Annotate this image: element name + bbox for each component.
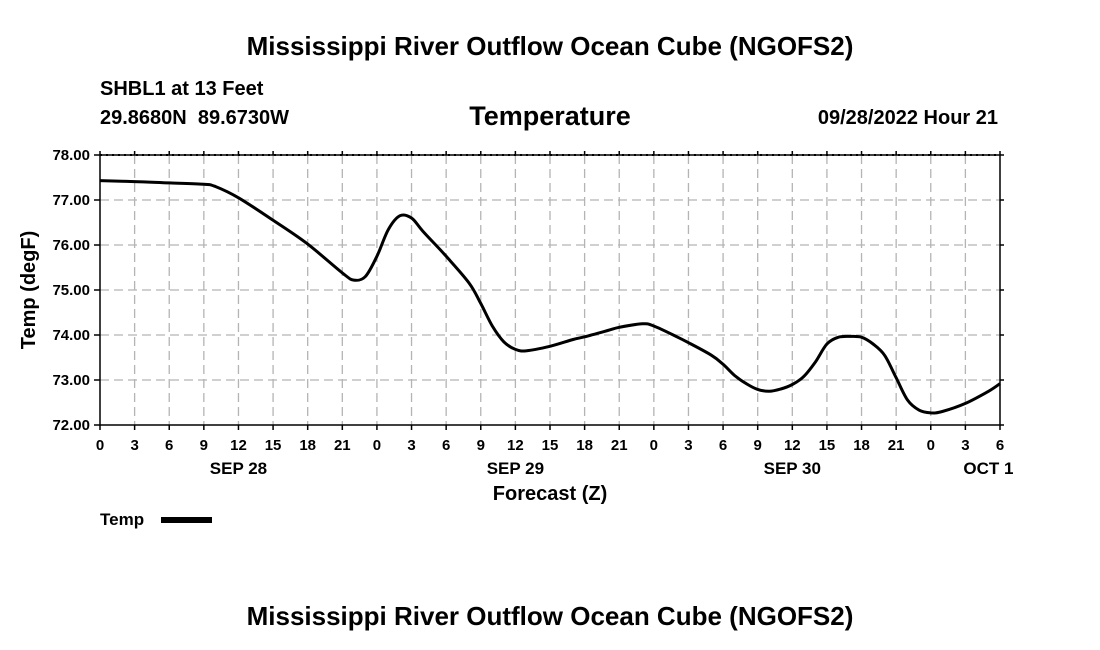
x-tick-label: 12 xyxy=(784,437,801,454)
x-tick-label: 6 xyxy=(719,437,727,454)
x-tick-label: 6 xyxy=(442,437,450,454)
y-axis-label: Temp (degF) xyxy=(18,231,40,350)
x-tick-label: 3 xyxy=(684,437,692,454)
x-tick-label: 21 xyxy=(611,437,628,454)
temp-series-line xyxy=(99,179,1001,415)
x-tick-label: 6 xyxy=(996,437,1004,454)
x-tick-label: 3 xyxy=(961,437,969,454)
x-tick-label: 15 xyxy=(265,437,282,454)
legend-temp-label: Temp xyxy=(100,510,144,529)
y-tick-label: 73.00 xyxy=(52,372,90,389)
x-tick-label: 0 xyxy=(650,437,658,454)
x-tick-label: 9 xyxy=(477,437,485,454)
date-label: OCT 1 xyxy=(963,459,1013,478)
x-tick-label: 0 xyxy=(373,437,381,454)
x-tick-label: 21 xyxy=(334,437,351,454)
x-tick-label: 12 xyxy=(507,437,524,454)
y-tick-label: 75.00 xyxy=(52,282,90,299)
page-title: Mississippi River Outflow Ocean Cube (NG… xyxy=(247,31,854,61)
y-tick-label: 78.00 xyxy=(52,147,90,164)
x-tick-label: 0 xyxy=(96,437,104,454)
date-labels: SEP 28 SEP 29 SEP 30 OCT 1 xyxy=(210,459,1014,478)
timestamp-label: 09/28/2022 Hour 21 xyxy=(818,107,998,129)
x-tick-label: 0 xyxy=(927,437,935,454)
x-tick-label: 18 xyxy=(576,437,593,454)
x-tick-label: 18 xyxy=(299,437,316,454)
y-tick-label: 77.00 xyxy=(52,192,90,209)
y-axis: 72.00 73.00 74.00 75.00 76.00 77.00 78.00 xyxy=(52,147,1004,434)
x-tick-label: 9 xyxy=(754,437,762,454)
x-tick-label: 3 xyxy=(130,437,138,454)
x-tick-label: 15 xyxy=(542,437,559,454)
variable-title: Temperature xyxy=(469,101,631,131)
y-tick-label: 74.00 xyxy=(52,327,90,344)
x-tick-label: 21 xyxy=(888,437,905,454)
x-axis: 0 3 6 9 12 15 18 21 0 3 6 9 12 15 18 21 0 3 6 9 12 15 18 21 0 3 6 xyxy=(96,151,1004,454)
x-axis-label: Forecast (Z) xyxy=(493,483,607,505)
y-tick-label: 76.00 xyxy=(52,237,90,254)
x-tick-label: 3 xyxy=(407,437,415,454)
x-tick-label: 12 xyxy=(230,437,247,454)
date-label: SEP 28 xyxy=(210,459,267,478)
y-tick-label: 72.00 xyxy=(52,417,90,434)
x-tick-label: 18 xyxy=(853,437,870,454)
date-label: SEP 29 xyxy=(487,459,544,478)
footer-title: Mississippi River Outflow Ocean Cube (NG… xyxy=(247,601,854,631)
station-label: SHBL1 at 13 Feet xyxy=(100,78,264,100)
location-label: 29.8680N 89.6730W xyxy=(100,107,289,129)
x-tick-label: 6 xyxy=(165,437,173,454)
x-tick-label: 9 xyxy=(200,437,208,454)
x-tick-label: 15 xyxy=(819,437,836,454)
date-label: SEP 30 xyxy=(764,459,821,478)
